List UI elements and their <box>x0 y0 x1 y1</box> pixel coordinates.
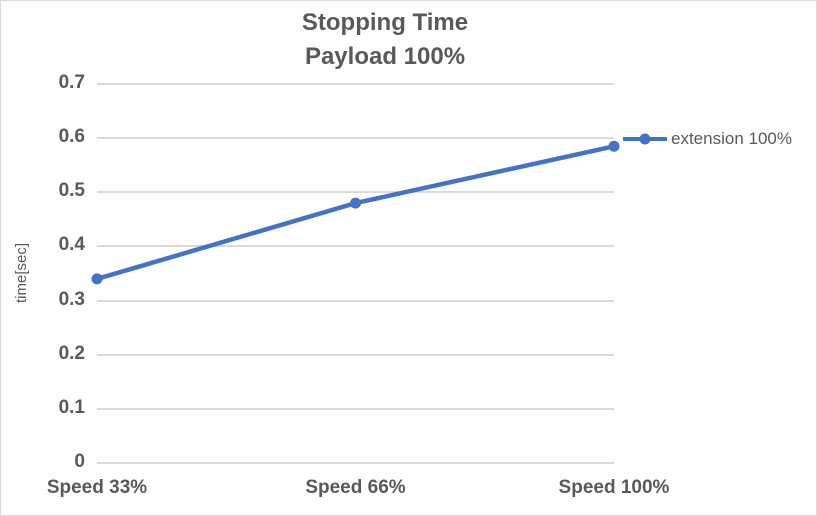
legend-label: extension 100% <box>671 129 792 148</box>
legend: extension 100% <box>623 129 792 149</box>
series-plot <box>91 140 620 285</box>
y-tick-label: 0.7 <box>58 72 85 93</box>
legend-line-marker-icon <box>623 133 667 145</box>
data-point-marker <box>350 197 361 209</box>
y-tick-label: 0 <box>74 451 85 472</box>
chart-title: Stopping Time Payload 100% <box>1 6 769 74</box>
y-tick-label: 0.6 <box>58 126 85 148</box>
gridline <box>97 137 614 140</box>
gridline <box>97 245 614 248</box>
chart-title-line1: Stopping Time <box>301 9 469 36</box>
gridline <box>97 191 614 194</box>
y-tick-label: 0.4 <box>58 234 85 256</box>
data-point-marker <box>608 140 620 152</box>
gridline <box>97 353 614 356</box>
y-tick-label: 0.5 <box>58 180 85 202</box>
x-tick-label: Speed 33% <box>46 477 148 498</box>
x-tick-label: Speed 100% <box>558 477 670 498</box>
gridline <box>97 407 614 410</box>
y-tick-label: 0.3 <box>58 288 85 310</box>
gridline <box>97 299 614 302</box>
data-line <box>94 144 617 282</box>
gridline <box>97 462 614 464</box>
data-point-marker <box>91 273 103 285</box>
y-tick-label: 0.2 <box>58 342 85 364</box>
chart-title-line2: Payload 100% <box>304 43 466 70</box>
y-tick-label: 0.1 <box>58 396 85 418</box>
gridline <box>97 83 614 85</box>
x-tick-label: Speed 66% <box>305 477 406 498</box>
